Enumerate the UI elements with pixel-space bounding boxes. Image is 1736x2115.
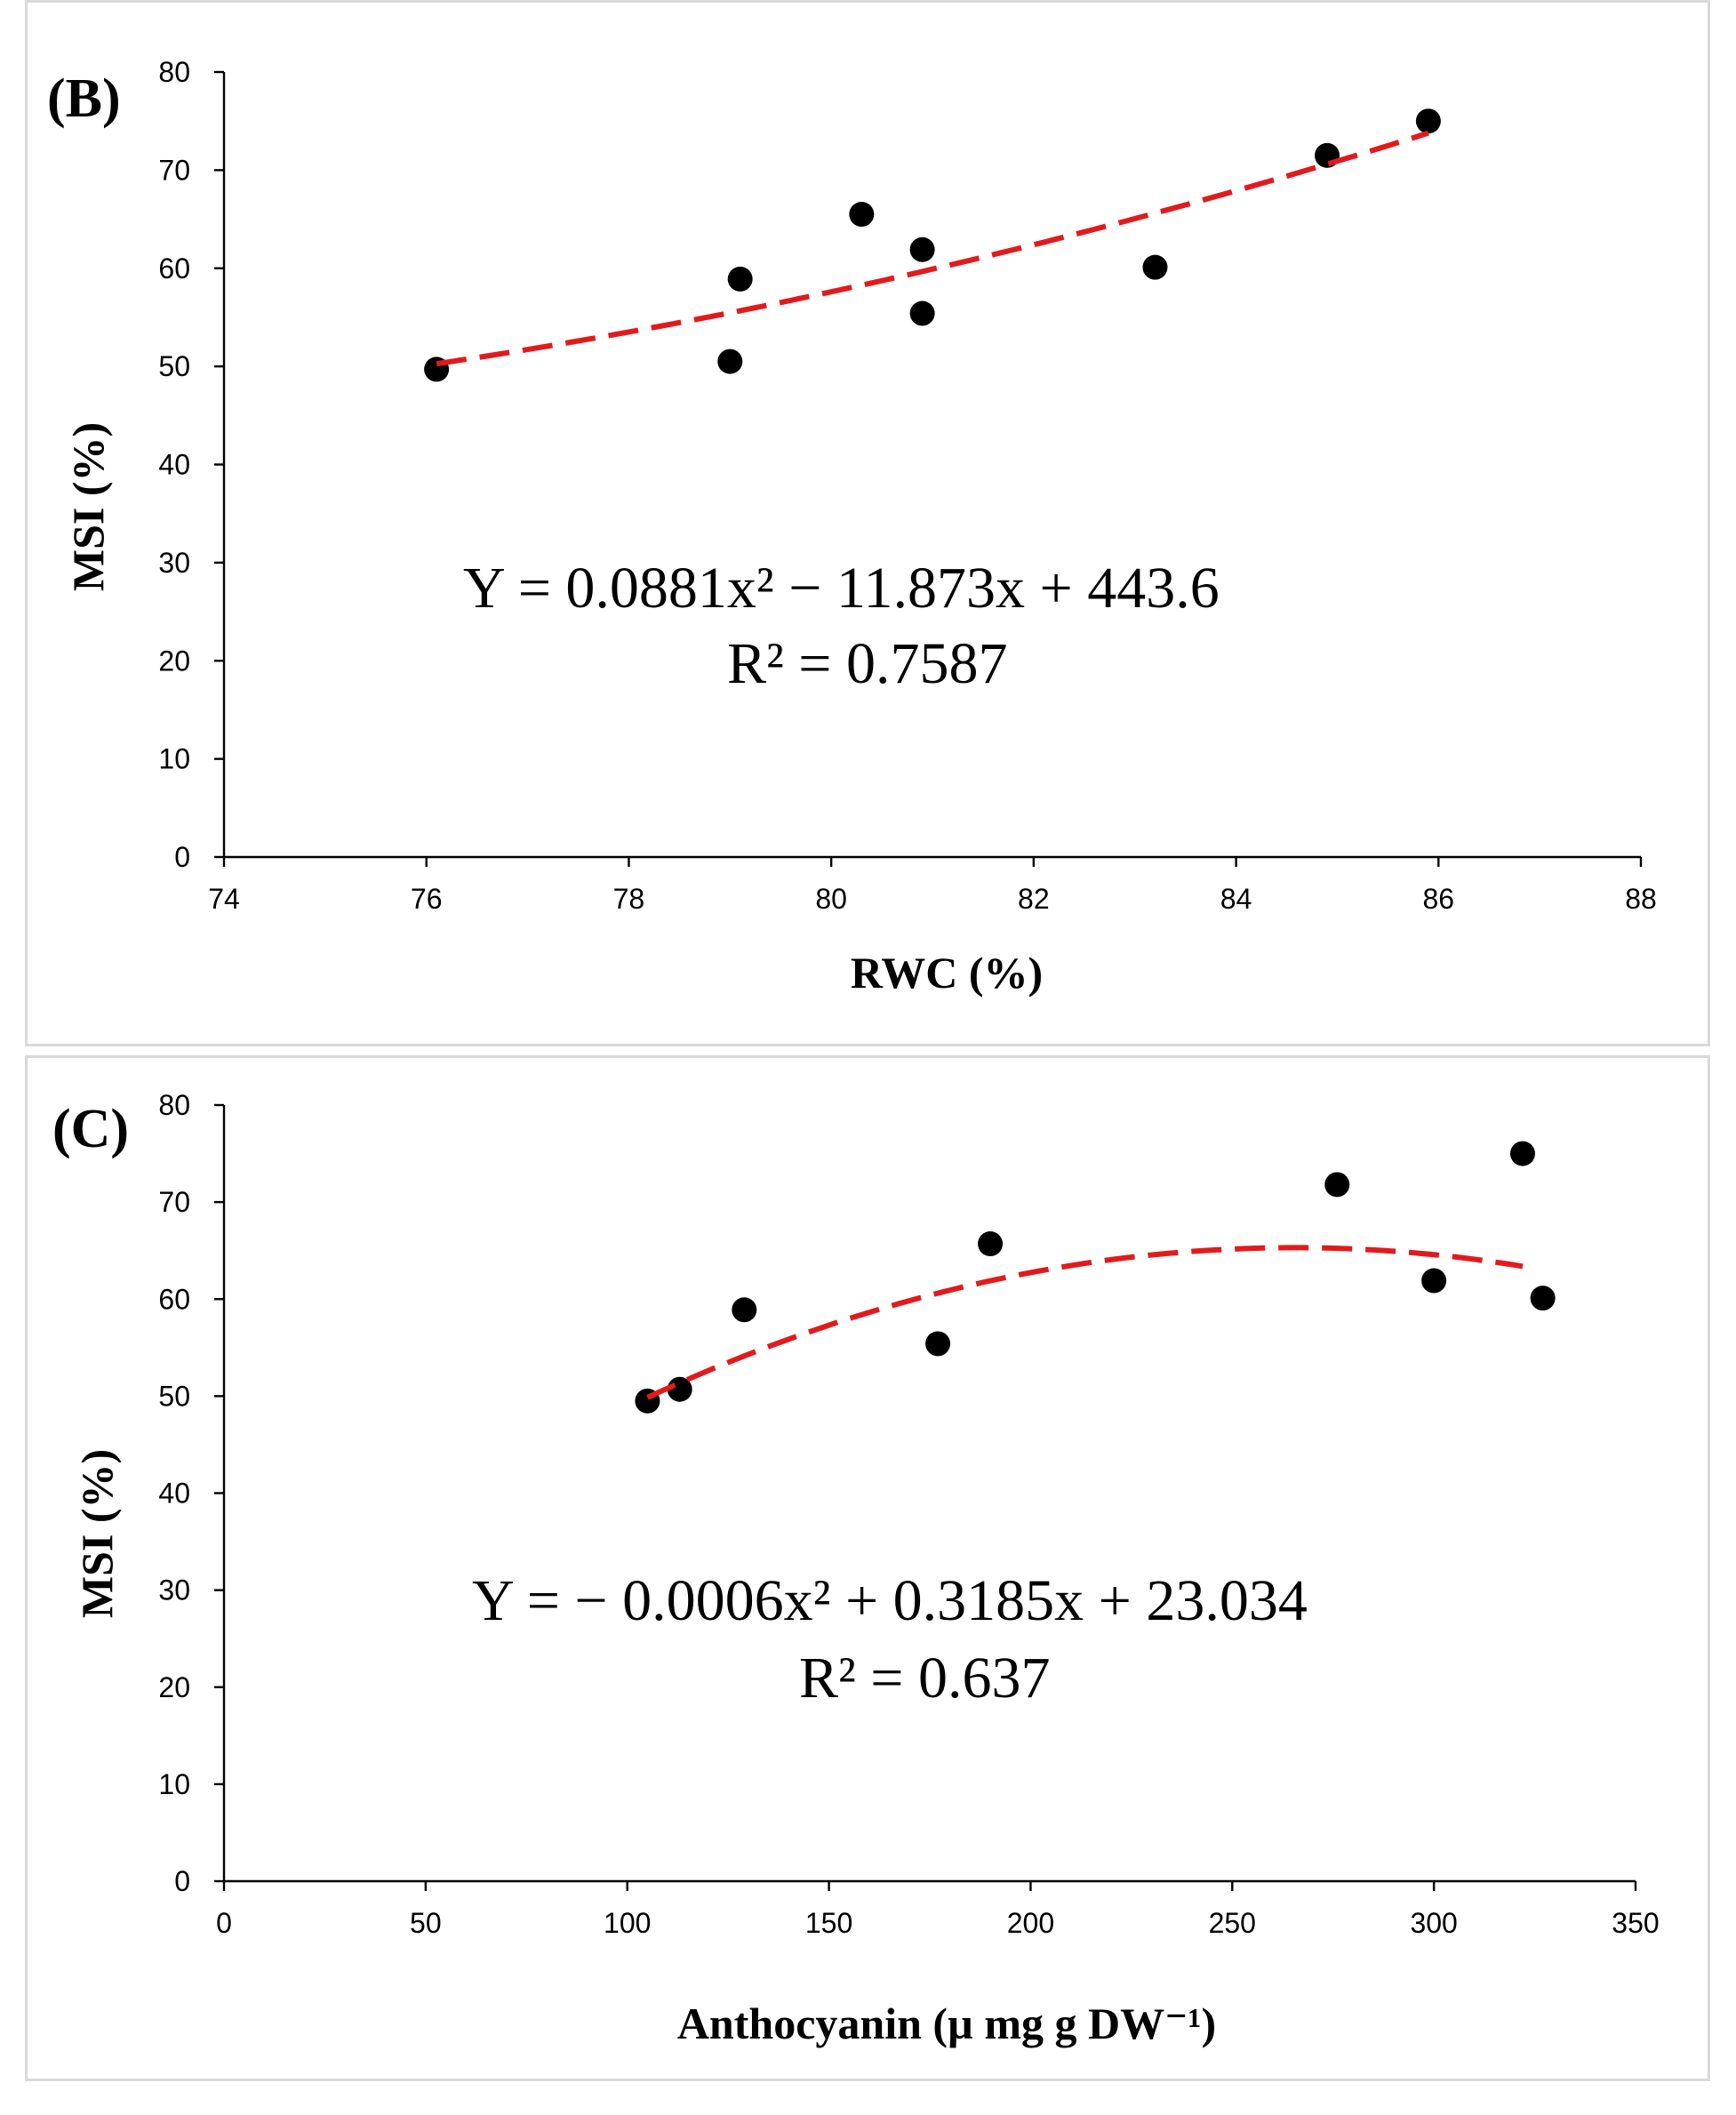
data-point-b xyxy=(909,300,935,326)
data-point-b xyxy=(727,266,753,292)
y-tick-label-b: 60 xyxy=(158,252,190,284)
y-tick-label-c: 80 xyxy=(158,1089,190,1121)
chart-panel-c: 0 10 20 30 40 50 60 70 80 0 50 100 150 200 250 300 350 (… xyxy=(25,1055,1710,2081)
x-tick-label-b: 80 xyxy=(815,883,847,915)
data-point-c xyxy=(1530,1286,1556,1311)
r-squared-c: R² = 0.637 xyxy=(799,1646,1051,1710)
y-tick-label-b: 40 xyxy=(158,449,190,481)
chart-panel-b: 0 10 20 30 40 50 60 70 80 74 76 78 80 82 84 86 88 (B) Y … xyxy=(25,0,1710,1046)
y-axis-title-c: MSI (%) xyxy=(72,1449,122,1618)
x-tick-label-b: 86 xyxy=(1422,883,1454,915)
x-tick-label-b: 84 xyxy=(1220,883,1252,915)
y-tick-label-b: 50 xyxy=(158,350,190,382)
y-tick-label-b: 20 xyxy=(158,645,190,677)
y-tick-label-c: 70 xyxy=(158,1186,190,1218)
y-tick-label-c: 30 xyxy=(158,1574,190,1606)
x-axis-title-b: RWC (%) xyxy=(851,948,1043,997)
x-tick-label-c: 250 xyxy=(1209,1907,1256,1939)
x-tick-label-c: 0 xyxy=(216,1907,232,1939)
y-tick-label-c: 60 xyxy=(158,1283,190,1315)
x-axis-title-c: Anthocyanin (µ mg g DW⁻¹) xyxy=(677,1999,1216,2048)
equation-c: Y = − 0.0006x² + 0.3185x + 23.034 xyxy=(472,1568,1308,1633)
x-tick-label-c: 50 xyxy=(410,1907,442,1939)
x-tick-label-b: 76 xyxy=(411,883,443,915)
data-point-c xyxy=(1509,1141,1535,1166)
chart-c-svg: 0 10 20 30 40 50 60 70 80 0 50 100 150 200 250 300 350 (… xyxy=(52,1089,1660,2048)
trendline-c xyxy=(646,1245,1524,1400)
x-tick-label-c: 100 xyxy=(604,1907,651,1939)
y-tick-label-c: 10 xyxy=(158,1768,190,1800)
data-point-b xyxy=(1415,108,1441,134)
x-tick-label-b: 78 xyxy=(613,883,645,915)
y-axis-title-b: MSI (%) xyxy=(63,422,113,591)
y-tick-label-b: 10 xyxy=(158,743,190,775)
y-tick-label-b: 0 xyxy=(174,841,190,873)
y-tick-label-b: 30 xyxy=(158,547,190,579)
y-tick-label-c: 50 xyxy=(158,1380,190,1412)
x-tick-label-c: 350 xyxy=(1612,1907,1659,1939)
data-point-c xyxy=(732,1297,757,1323)
data-point-c xyxy=(1421,1268,1447,1294)
trendline-b xyxy=(436,130,1429,367)
data-point-b xyxy=(849,202,875,228)
x-tick-label-c: 300 xyxy=(1410,1907,1457,1939)
x-tick-label-c: 150 xyxy=(805,1907,852,1939)
data-point-c xyxy=(1324,1172,1350,1198)
x-tick-label-c: 200 xyxy=(1007,1907,1054,1939)
y-tick-label-b: 80 xyxy=(158,56,190,88)
y-tick-label-c: 20 xyxy=(158,1671,190,1703)
r-squared-b: R² = 0.7587 xyxy=(727,631,1008,696)
data-point-b xyxy=(909,236,935,262)
y-tick-label-c: 40 xyxy=(158,1478,190,1510)
x-tick-label-b: 88 xyxy=(1625,883,1657,915)
equation-b: Y = 0.0881x² − 11.873x + 443.6 xyxy=(463,556,1220,621)
data-point-c xyxy=(978,1231,1004,1257)
y-tick-label-b: 70 xyxy=(158,154,190,186)
data-point-c xyxy=(925,1331,951,1357)
axes-c: 0 10 20 30 40 50 60 70 80 0 50 100 150 200 250 300 350 xyxy=(158,1089,1659,1939)
panel-label-c: (C) xyxy=(52,1099,129,1159)
x-tick-label-b: 74 xyxy=(208,883,240,915)
y-tick-label-c: 0 xyxy=(174,1865,190,1897)
data-point-b xyxy=(717,348,743,374)
axes-b: 0 10 20 30 40 50 60 70 80 74 76 78 80 82 84 86 88 xyxy=(158,56,1656,915)
x-tick-label-b: 82 xyxy=(1018,883,1050,915)
panel-label-b: (B) xyxy=(47,68,121,129)
data-point-b xyxy=(1142,254,1168,280)
chart-b-svg: 0 10 20 30 40 50 60 70 80 74 76 78 80 82 84 86 88 (B) Y … xyxy=(47,56,1657,997)
